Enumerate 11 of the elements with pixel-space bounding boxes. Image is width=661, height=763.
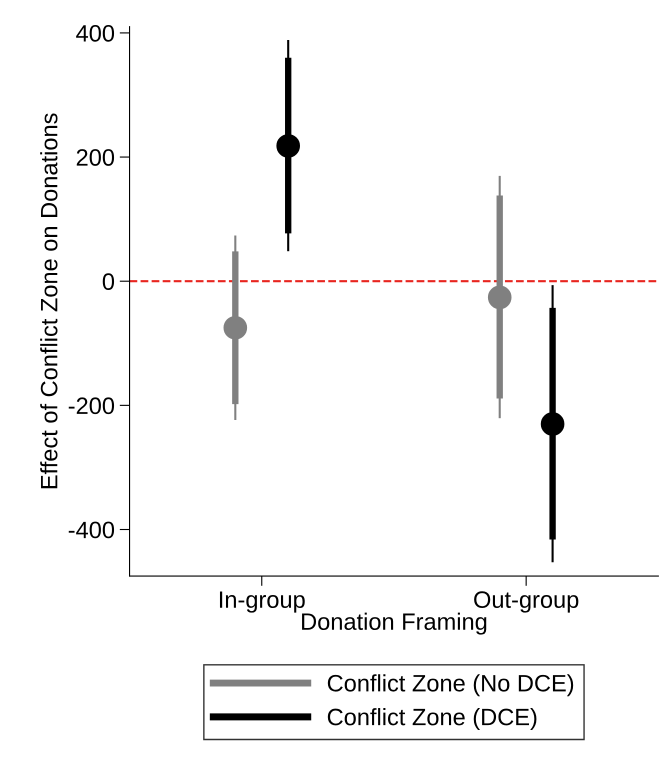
y-tick-label: 0 (102, 273, 114, 290)
x-tick-label: Out-group (474, 591, 578, 613)
y-tick-label: -400 (68, 522, 114, 538)
x-tick-label: In-group (220, 592, 305, 613)
y-tick-label: -200 (68, 397, 114, 414)
y-tick-label: 400 (76, 24, 114, 42)
y-axis-title: Effect of Conflict Zone on Donations (40, 113, 58, 488)
y-tick-label: 200 (76, 149, 114, 166)
x-axis-title: Donation Framing (302, 612, 486, 635)
legend-label: Conflict Zone (No DCE) (328, 674, 574, 696)
legend-label: Conflict Zone (DCE) (328, 708, 536, 730)
